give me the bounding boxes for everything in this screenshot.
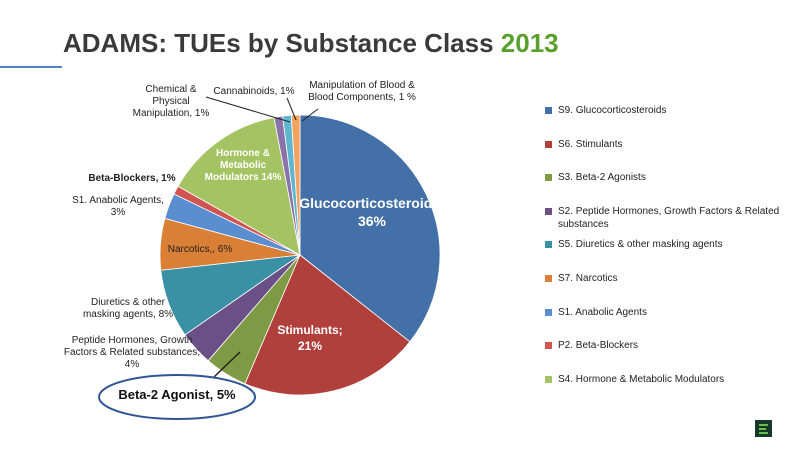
logo bbox=[755, 420, 772, 437]
pie-slice bbox=[299, 114, 441, 343]
legend-swatch bbox=[545, 207, 552, 215]
legend-entry: P2. Beta-Blockers bbox=[558, 340, 639, 352]
data-label: S1. Anabolic Agents, 3% bbox=[72, 195, 164, 218]
leader-line bbox=[205, 96, 291, 123]
legend-entry: S9. Glucocorticosteroids bbox=[558, 105, 667, 116]
data-label: Glucocorticosteroids; 36% bbox=[299, 195, 445, 229]
data-label: Narcotics,, 6% bbox=[167, 244, 233, 255]
legend-swatch bbox=[545, 342, 552, 350]
highlight-ellipse bbox=[98, 374, 256, 420]
leader-line bbox=[213, 351, 241, 378]
legend-swatch bbox=[545, 174, 552, 182]
title-text: ADAMS: TUEs by Substance Class bbox=[63, 28, 494, 58]
legend-swatch bbox=[545, 275, 552, 282]
pie-slice bbox=[290, 114, 301, 256]
legend-entry: S4. Hormone & Metabolic Modulators bbox=[558, 373, 725, 385]
legend-swatch bbox=[545, 375, 552, 383]
legend-swatch bbox=[545, 308, 552, 316]
data-label: Manipulation of Blood & Blood Components… bbox=[308, 80, 416, 103]
legend-entry: S6. Stimulants bbox=[558, 138, 623, 150]
title-year: 2013 bbox=[500, 28, 559, 58]
legend-entry: S1. Anabolic Agents bbox=[558, 306, 647, 318]
leader-line bbox=[286, 97, 297, 121]
pie-slice bbox=[244, 254, 411, 396]
legend-entry: S7. Narcotics bbox=[558, 273, 618, 284]
slide-title: ADAMS: TUEs by Substance Class 2013 bbox=[63, 28, 559, 59]
leader-lines bbox=[205, 96, 319, 378]
pie bbox=[159, 114, 441, 396]
leader-line bbox=[301, 108, 319, 122]
data-label: Peptide Hormones, Growth Factors & Relat… bbox=[63, 335, 201, 370]
pie-slice bbox=[177, 116, 301, 256]
legend-entry: S3. Beta-2 Agonists bbox=[558, 172, 646, 184]
legend-swatch bbox=[545, 140, 552, 148]
data-label: Stimulants; 21% bbox=[277, 323, 343, 353]
data-label: Chemical & Physical Manipulation, 1% bbox=[132, 84, 210, 119]
data-label: Beta-Blockers, 1% bbox=[88, 173, 176, 184]
legend-entry: S2. Peptide Hormones, Growth Factors & R… bbox=[558, 205, 780, 230]
legend-swatch bbox=[545, 241, 552, 249]
data-label: Cannabinoids, 1% bbox=[213, 86, 295, 97]
legend-entry: S5. Diuretics & other masking agents bbox=[558, 239, 723, 251]
data-label: Beta-2 Agonist, 5% bbox=[118, 387, 236, 402]
data-label: Hormone & Metabolic Modulators 14% bbox=[204, 148, 282, 183]
legend-swatch bbox=[545, 107, 552, 114]
data-label: Diuretics & other masking agents, 8% bbox=[82, 297, 174, 320]
